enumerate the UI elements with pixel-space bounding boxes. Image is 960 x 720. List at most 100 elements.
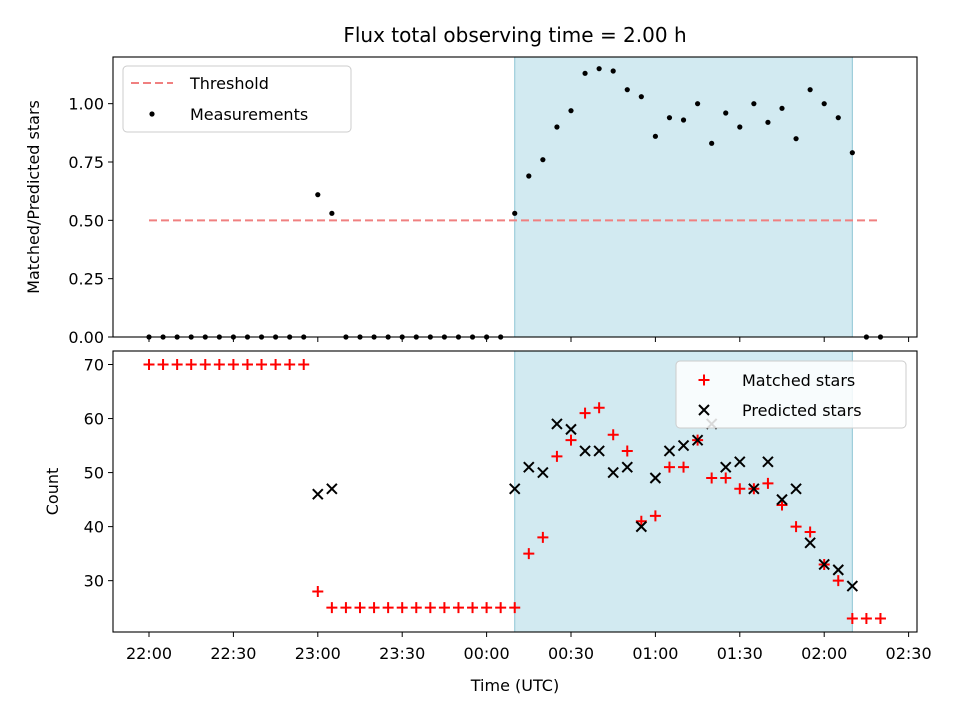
measurement-point [709, 140, 715, 146]
series-matched-stars [143, 359, 886, 624]
matched-point [340, 602, 352, 614]
predicted-point [579, 445, 591, 457]
matched-point [537, 531, 549, 543]
measurement-point [540, 157, 546, 163]
x-tick-label: 01:30 [717, 644, 763, 663]
matched-point [396, 602, 408, 614]
matched-point [143, 359, 155, 371]
measurement-point [582, 70, 588, 76]
matched-point [157, 359, 169, 371]
matched-point [874, 612, 886, 624]
y-tick-label: 0.25 [68, 270, 104, 289]
x-tick-label: 01:00 [632, 644, 678, 663]
matched-point [410, 602, 422, 614]
measurement-point [737, 124, 743, 130]
matched-point [734, 483, 746, 495]
matched-point [213, 359, 225, 371]
top-panel-ratio: 0.00 0.25 0.50 0.75 1.00 Matched/Predicted st… [24, 56, 918, 347]
observing-span-shade [514, 57, 853, 337]
predicted-point [748, 483, 760, 495]
matched-point [720, 472, 732, 484]
measurement-point [315, 192, 321, 198]
predicted-point [734, 456, 746, 468]
predicted-point [649, 472, 662, 484]
matched-point [635, 515, 647, 527]
x-tick-label: 22:00 [126, 644, 172, 663]
legend-matched-label: Matched stars [742, 371, 855, 390]
legend: Threshold Measurements [122, 65, 352, 133]
legend-threshold-label: Threshold [189, 74, 269, 93]
matched-point [438, 602, 450, 614]
x-tick-label: 22:30 [210, 644, 256, 663]
predicted-point [790, 483, 802, 495]
measurement-point [526, 173, 532, 179]
x-tick-label: 02:30 [886, 644, 932, 663]
predicted-point [846, 580, 859, 592]
matched-point [326, 602, 338, 614]
matched-point [270, 359, 282, 371]
matched-point [860, 612, 872, 624]
axes-frame [112, 350, 918, 633]
measurement-point [652, 133, 659, 139]
matched-point [663, 461, 675, 473]
measurement-point [666, 115, 673, 121]
predicted-point [326, 483, 338, 495]
bottom-panel-counts: 30 40 50 60 70 22:00 22:30 23:00 23:30 00:00 00:30… [43, 350, 932, 695]
measurement-point [793, 136, 799, 142]
matched-point [199, 359, 211, 371]
x-tick-label: 23:00 [295, 644, 341, 663]
y-tick-label: 50 [84, 464, 104, 483]
y-tick-label: 40 [84, 518, 104, 537]
matched-point [452, 602, 464, 614]
matched-point [227, 359, 239, 371]
matched-point [481, 602, 493, 614]
predicted-point [593, 445, 605, 457]
matched-point [241, 359, 253, 371]
matched-point [284, 359, 296, 371]
measurement-point [329, 210, 335, 216]
matched-point [424, 602, 436, 614]
x-axis-label: Time (UTC) [470, 676, 559, 695]
matched-point [649, 510, 661, 522]
measurement-point [835, 115, 841, 121]
predicted-point [537, 466, 549, 479]
matched-point [832, 575, 844, 587]
matched-point [706, 472, 718, 484]
chart-title: Flux total observing time = 2.00 h [343, 23, 686, 47]
y-tick-label: 70 [84, 356, 104, 375]
matched-point [298, 359, 310, 371]
predicted-point [621, 461, 633, 473]
y-tick-label: 1.00 [68, 95, 104, 114]
legend-predicted-label: Predicted stars [742, 401, 862, 420]
measurement-point [723, 110, 729, 116]
measurement-point [849, 150, 855, 156]
predicted-point [677, 439, 690, 452]
measurement-point [779, 105, 785, 111]
axes-frame [112, 56, 918, 338]
matched-point [565, 434, 577, 446]
legend-measurements-swatch [149, 111, 155, 117]
predicted-point [523, 461, 535, 473]
legend: Matched stars Predicted stars [675, 360, 907, 429]
measurement-point [751, 101, 757, 107]
legend-matched-swatch [698, 374, 710, 386]
matched-point [354, 602, 366, 614]
measurement-point [512, 210, 518, 216]
predicted-point [720, 461, 732, 473]
measurement-point [695, 101, 701, 107]
predicted-point [762, 456, 774, 468]
y-axis-label: Matched/Predicted stars [24, 100, 43, 294]
matched-point [593, 402, 605, 414]
predicted-point [818, 558, 830, 571]
matched-point [368, 602, 380, 614]
matched-point [776, 499, 788, 511]
measurement-point [638, 94, 644, 100]
matched-point [846, 612, 858, 624]
predicted-point [509, 483, 521, 495]
measurement-point [568, 108, 574, 114]
legend-box [122, 65, 352, 133]
predicted-point [663, 445, 676, 457]
matched-point [678, 461, 690, 473]
measurement-point [680, 117, 687, 123]
